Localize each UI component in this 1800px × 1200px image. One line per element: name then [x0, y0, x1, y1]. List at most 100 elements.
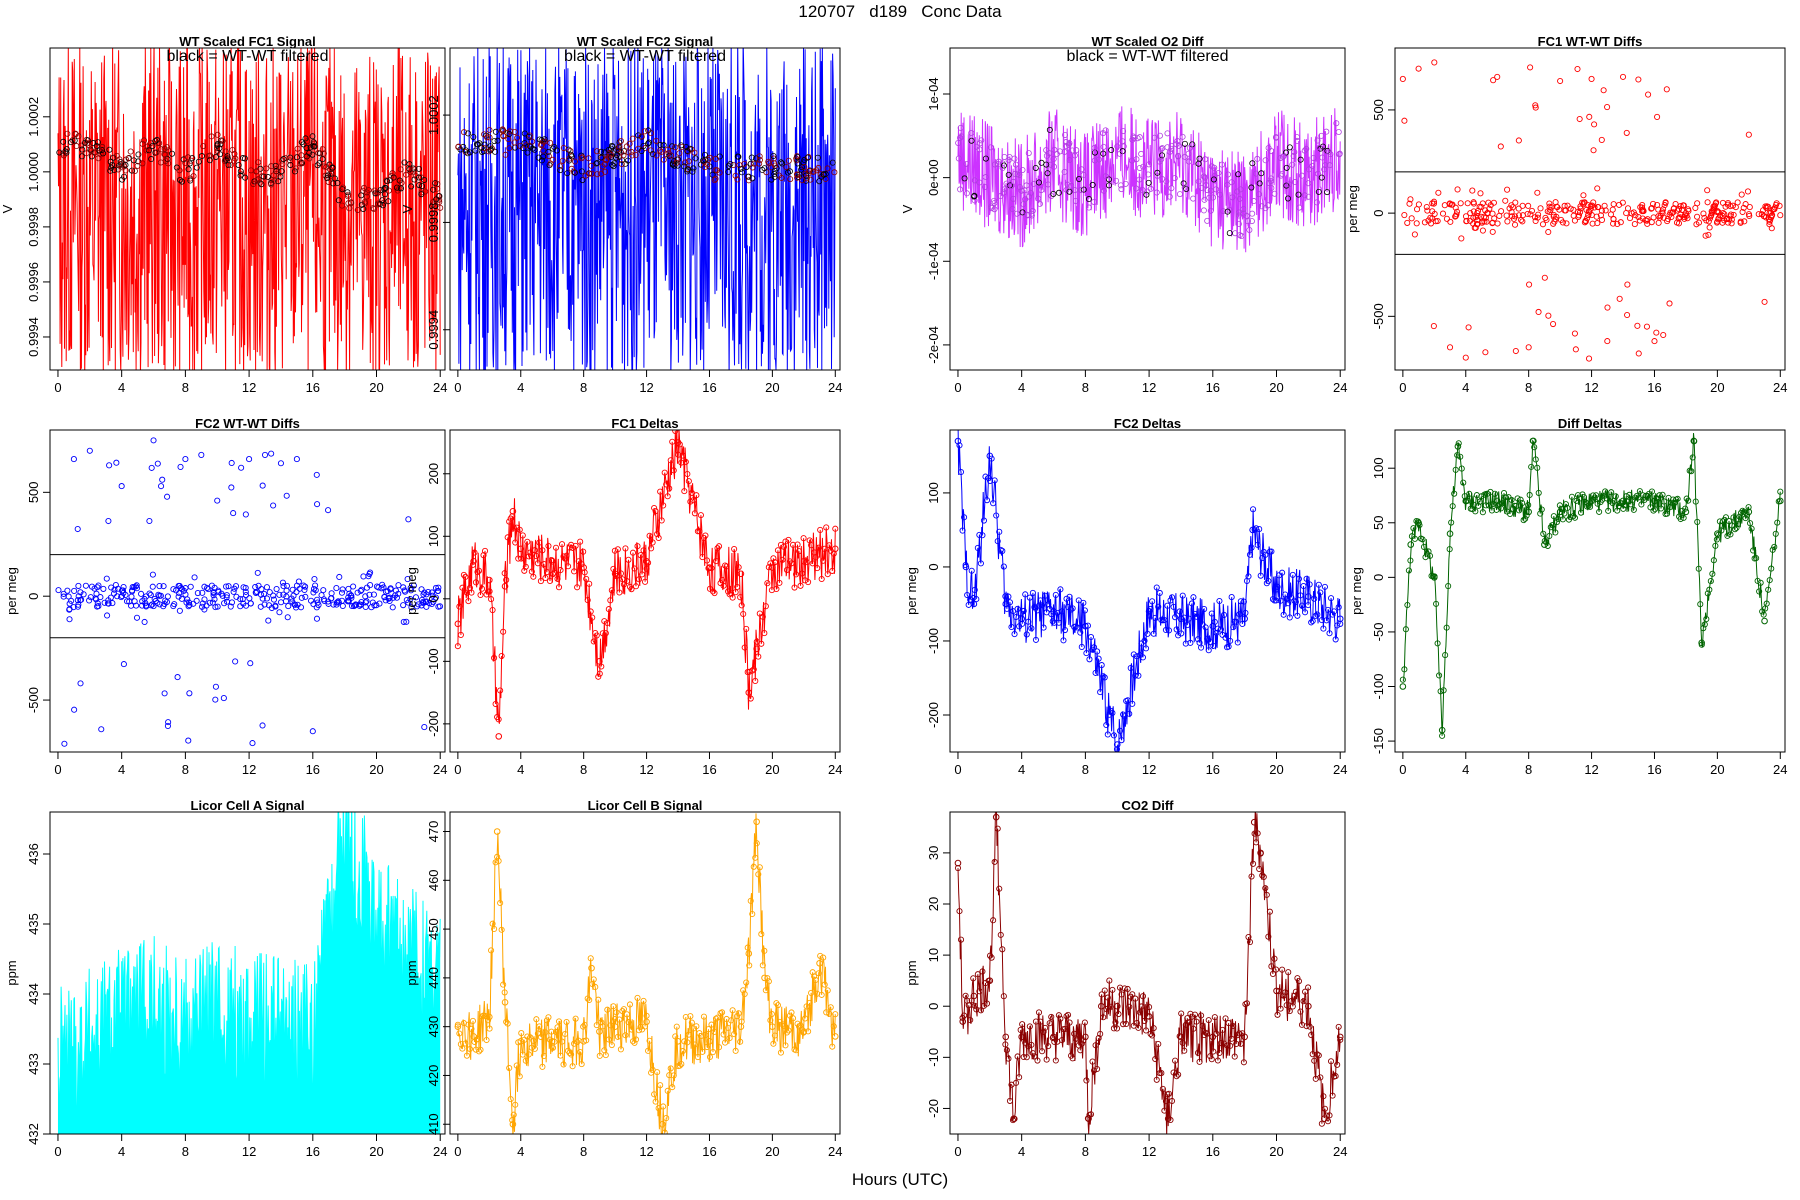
data-point	[1194, 1049, 1202, 1056]
data-point	[1019, 209, 1026, 216]
data-point	[1199, 1022, 1206, 1029]
data-point	[231, 150, 238, 157]
outlier-point	[405, 516, 412, 523]
data-point	[1515, 205, 1522, 212]
data-point	[1201, 605, 1208, 613]
data-point	[658, 517, 665, 524]
data-point	[206, 157, 213, 164]
data-point	[242, 584, 249, 591]
y-tick-label: 0	[1371, 574, 1386, 581]
key-point	[1113, 741, 1121, 748]
data-point	[1250, 506, 1257, 513]
data-point	[557, 167, 564, 174]
data-point	[1719, 199, 1726, 206]
data-point	[320, 587, 327, 594]
data-point	[761, 630, 768, 637]
data-point	[1181, 1047, 1188, 1054]
data-point	[1164, 130, 1171, 137]
key-point	[495, 733, 503, 740]
data-point	[1158, 156, 1165, 163]
data-point	[1029, 1050, 1036, 1057]
data-point	[521, 1036, 528, 1043]
data-point	[217, 141, 224, 148]
data-point	[1052, 591, 1059, 598]
key-point	[1714, 530, 1721, 537]
data-point	[796, 548, 803, 555]
data-point	[499, 126, 506, 133]
data-point	[1702, 232, 1709, 239]
data-point	[428, 589, 435, 596]
data-point	[638, 1026, 646, 1033]
data-point	[1750, 547, 1757, 554]
x-tick-label: 20	[1710, 762, 1724, 777]
data-point	[538, 157, 545, 164]
data-point	[1508, 496, 1515, 503]
data-point	[1771, 543, 1778, 550]
key-point	[674, 1038, 682, 1045]
data-point	[584, 597, 591, 604]
data-point	[106, 146, 113, 153]
data-point	[1312, 612, 1319, 619]
outlier-point	[1682, 210, 1689, 217]
data-point	[1680, 514, 1687, 521]
data-point	[829, 567, 836, 574]
data-point	[812, 976, 819, 983]
data-point	[518, 555, 525, 562]
data-point	[1452, 204, 1459, 211]
data-point	[300, 582, 307, 589]
data-point	[1026, 1023, 1033, 1030]
data-point	[1025, 1043, 1032, 1050]
data-point	[242, 588, 249, 595]
data-point	[521, 130, 528, 137]
figure-title: 120707 d189 Conc Data	[798, 2, 1002, 21]
data-point	[1259, 555, 1266, 562]
data-point	[370, 591, 377, 598]
data-point	[1753, 555, 1760, 562]
data-point	[829, 159, 836, 166]
data-point	[614, 546, 621, 553]
data-point	[1300, 582, 1307, 590]
key-point	[517, 545, 525, 553]
outlier-point	[150, 437, 157, 444]
data-point	[128, 167, 135, 174]
data-point	[382, 597, 389, 604]
data-point	[1091, 157, 1098, 164]
data-point	[1745, 504, 1752, 511]
data-point	[506, 1064, 513, 1072]
y-tick-label: 0	[426, 595, 441, 602]
data-point	[993, 512, 1000, 519]
data-point	[1311, 1057, 1318, 1064]
data-point	[978, 137, 985, 144]
data-point	[370, 205, 377, 212]
data-point	[354, 206, 361, 213]
data-point	[223, 598, 231, 605]
data-point	[386, 597, 393, 604]
data-point	[1644, 492, 1651, 499]
data-point	[1020, 607, 1027, 615]
data-point	[638, 148, 645, 155]
panel-p10: 0 4 8 12 16 20 24410420430440450460470ppmLicor…	[404, 798, 843, 1159]
data-point	[313, 615, 321, 622]
data-point	[381, 594, 388, 601]
data-point	[1161, 616, 1168, 624]
data-point	[620, 1006, 627, 1013]
data-point	[768, 176, 775, 183]
data-point	[1139, 654, 1147, 661]
data-point	[1528, 207, 1536, 214]
data-point	[745, 173, 752, 180]
data-point	[1133, 185, 1140, 192]
data-point	[1069, 1055, 1076, 1062]
data-point	[1126, 1003, 1133, 1010]
data-point	[264, 174, 271, 181]
data-point	[667, 1065, 674, 1072]
data-point	[278, 168, 285, 175]
x-tick-label: 12	[242, 380, 256, 395]
data-point	[610, 163, 617, 170]
outlier-point	[161, 690, 168, 697]
data-point	[1010, 195, 1017, 202]
data-point	[1213, 1030, 1220, 1037]
data-point	[268, 163, 275, 170]
outlier-point	[1586, 355, 1593, 362]
data-point	[615, 147, 622, 154]
data-point	[1224, 181, 1231, 188]
